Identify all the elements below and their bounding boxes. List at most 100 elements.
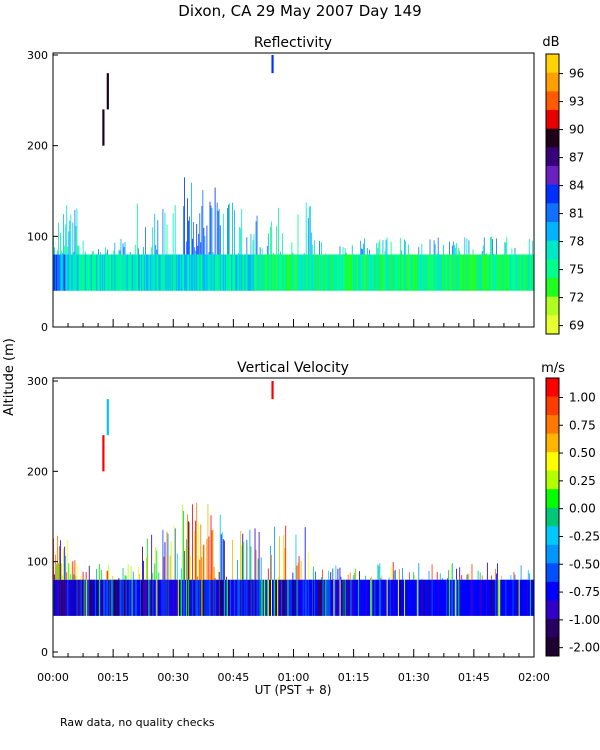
- data-cell: [212, 254, 214, 291]
- data-cell: [486, 562, 488, 580]
- data-cell: [433, 240, 435, 255]
- data-cell: [363, 243, 364, 255]
- data-cell: [297, 214, 299, 255]
- x-tick-label: 01:30: [398, 671, 430, 684]
- data-cell: [455, 247, 457, 255]
- data-cell: [93, 254, 96, 291]
- data-cell: [488, 579, 491, 616]
- data-cell: [194, 254, 196, 291]
- data-cell: [190, 254, 192, 291]
- data-cell: [495, 568, 496, 580]
- data-cell: [505, 254, 507, 291]
- data-cell: [155, 579, 157, 616]
- data-cell: [75, 254, 77, 291]
- data-cell: [160, 254, 162, 291]
- data-cell: [455, 579, 457, 616]
- data-cell: [418, 579, 420, 616]
- data-cell: [472, 579, 474, 616]
- data-cell: [250, 546, 252, 580]
- data-cell: [405, 254, 407, 291]
- data-cell: [321, 576, 322, 580]
- data-cell: [184, 177, 185, 255]
- data-cell: [89, 579, 92, 616]
- data-cell: [404, 579, 406, 616]
- data-cell: [61, 250, 63, 255]
- data-cell: [436, 579, 439, 616]
- data-cell: [471, 254, 473, 291]
- data-cell: [369, 249, 371, 255]
- data-cell: [380, 578, 382, 580]
- data-cell: [385, 239, 387, 255]
- data-cell: [129, 254, 132, 291]
- data-cell: [531, 579, 534, 616]
- data-cell: [125, 254, 127, 291]
- data-cell: [335, 565, 337, 580]
- data-cell: [251, 254, 253, 291]
- data-cell: [231, 579, 233, 616]
- data-cell: [334, 254, 336, 291]
- data-cell: [429, 254, 431, 291]
- colorbar-segment: [546, 259, 559, 279]
- data-cell: [503, 254, 505, 291]
- data-cell: [141, 579, 143, 616]
- data-cell: [415, 579, 417, 616]
- data-cell: [111, 579, 113, 616]
- data-cell: [311, 244, 313, 255]
- data-cell: [221, 532, 223, 580]
- data-cell: [282, 579, 284, 616]
- data-cell: [377, 564, 379, 580]
- data-cell: [469, 579, 471, 616]
- data-cell: [345, 579, 348, 616]
- data-cell: [514, 579, 516, 616]
- data-cell: [481, 575, 483, 580]
- data-cell: [206, 225, 208, 255]
- data-cell: [319, 579, 321, 616]
- data-cell: [383, 579, 385, 616]
- data-cell: [286, 579, 288, 616]
- data-cell: [448, 254, 450, 291]
- data-cell: [399, 254, 402, 291]
- data-cell: [175, 579, 178, 616]
- data-cell: [495, 254, 497, 291]
- data-cell: [132, 579, 135, 616]
- data-cell: [325, 254, 327, 291]
- data-cell: [432, 579, 434, 616]
- data-cell: [119, 579, 121, 616]
- data-cell: [354, 254, 357, 291]
- data-cell: [401, 579, 404, 616]
- data-cell: [398, 579, 401, 616]
- data-cell: [371, 254, 373, 291]
- data-cell: [79, 254, 81, 291]
- data-cell: [134, 579, 137, 616]
- data-cell: [71, 579, 73, 616]
- data-cell: [136, 579, 139, 616]
- data-cell: [103, 254, 105, 291]
- data-cell: [375, 579, 377, 616]
- data-cell: [347, 574, 349, 580]
- data-cell: [209, 574, 211, 580]
- data-cell: [257, 579, 259, 616]
- colorbar-segment: [546, 240, 559, 260]
- data-cell: [92, 254, 95, 291]
- data-cell: [185, 548, 186, 580]
- data-cell: [410, 254, 412, 291]
- data-cell: [90, 579, 93, 616]
- data-cell: [157, 579, 159, 616]
- data-cell: [303, 579, 306, 616]
- data-cell: [409, 579, 411, 616]
- data-cell: [339, 579, 341, 616]
- data-cell: [98, 254, 100, 291]
- data-cell: [529, 254, 532, 291]
- data-cell: [396, 579, 399, 616]
- x-tick-label: 01:15: [338, 671, 370, 684]
- data-cell: [267, 254, 270, 291]
- data-cell: [144, 579, 146, 616]
- data-cell: [56, 254, 58, 291]
- data-cell: [384, 579, 386, 616]
- data-cell: [379, 579, 381, 616]
- data-cell: [145, 227, 146, 255]
- data-cell: [295, 534, 297, 580]
- data-cell: [98, 579, 100, 616]
- data-cell: [514, 574, 516, 580]
- data-cell: [496, 579, 498, 616]
